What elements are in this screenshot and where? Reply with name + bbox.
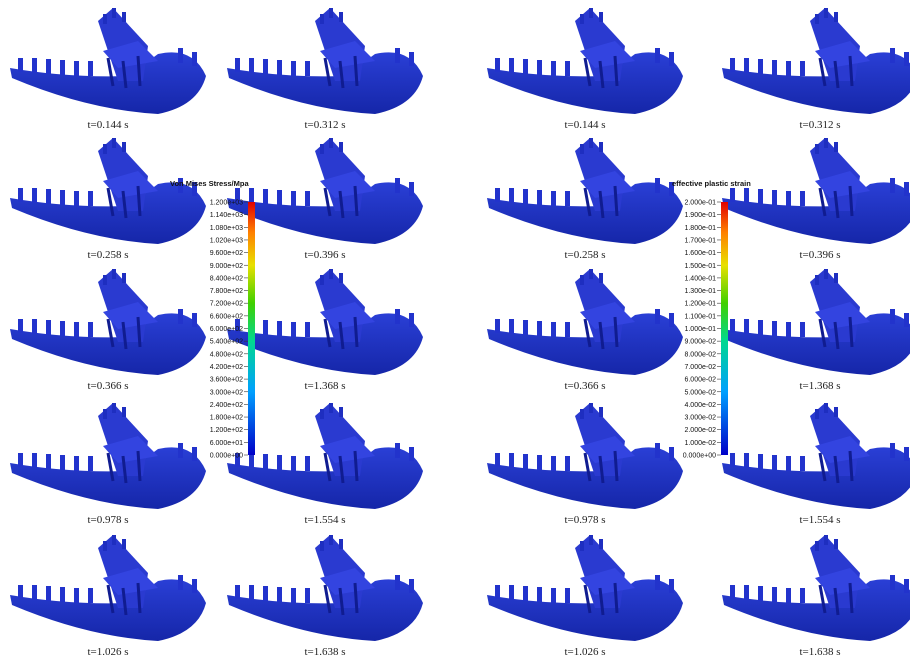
legend-tick-label: 1.800e-01 — [684, 225, 716, 232]
time-label: t=1.368 s — [799, 380, 840, 392]
time-label: t=0.396 s — [799, 249, 840, 261]
legend-tick-label: 1.080e+03 — [210, 225, 243, 232]
time-label: t=0.366 s — [564, 380, 605, 392]
legend-tick-label: 1.300e-01 — [684, 288, 716, 295]
figure: t=0.144 s t=0.258 s t=0.366 s t=0.978 s t=1.… — [0, 0, 910, 661]
time-label: t=0.978 s — [87, 514, 128, 526]
legend-title: Von Mises Stress/Mpa — [170, 179, 249, 188]
legend-tick-label: 1.140e+03 — [210, 212, 243, 219]
legend-tick-label: 0.000e+00 — [210, 453, 243, 460]
legend-tick-label: 2.400e+02 — [210, 402, 243, 409]
legend-tick-label: 1.020e+03 — [210, 237, 243, 244]
legend-tick-label: 4.000e-02 — [684, 402, 716, 409]
time-label: t=0.396 s — [304, 249, 345, 261]
legend-tick-label: 0.000e+00 — [683, 453, 716, 460]
legend-tick-label: 1.200e+02 — [210, 427, 243, 434]
time-label: t=0.312 s — [799, 119, 840, 131]
legend-tick-label: 1.500e-01 — [684, 263, 716, 270]
legend-tick-label: 8.000e-02 — [684, 351, 716, 358]
legend-tick-label: 7.200e+02 — [210, 301, 243, 308]
time-label: t=0.144 s — [564, 119, 605, 131]
time-label: t=1.638 s — [799, 646, 840, 658]
legend-tick-label: 1.000e-02 — [684, 440, 716, 447]
time-label: t=1.554 s — [799, 514, 840, 526]
legend-tick-label: 6.000e+01 — [210, 440, 243, 447]
legend-tick-label: 1.600e-01 — [684, 250, 716, 257]
legend-tick-label: 5.400e+02 — [210, 339, 243, 346]
legend-tick-label: 1.200e-01 — [684, 301, 716, 308]
time-label: t=1.554 s — [304, 514, 345, 526]
legend-tick-label: 1.700e-01 — [684, 237, 716, 244]
color-bar — [721, 202, 728, 455]
legend-tick-label: 9.000e+02 — [210, 263, 243, 270]
time-label: t=0.144 s — [87, 119, 128, 131]
legend-tick-label: 2.000e-02 — [684, 427, 716, 434]
legend-tick-label: 6.600e+02 — [210, 313, 243, 320]
legend-tick-label: 7.000e-02 — [684, 364, 716, 371]
legend-tick-label: 3.000e+02 — [210, 389, 243, 396]
legend-tick-label: 1.200e+03 — [210, 200, 243, 207]
legend-tick-label: 6.000e-02 — [684, 377, 716, 384]
legend-tick-label: 2.000e-01 — [684, 200, 716, 207]
legend-tick-label: 1.400e-01 — [684, 275, 716, 282]
time-label: t=1.026 s — [564, 646, 605, 658]
legend-tick-label: 7.800e+02 — [210, 288, 243, 295]
time-label: t=0.258 s — [87, 249, 128, 261]
time-label: t=0.366 s — [87, 380, 128, 392]
time-label: t=0.978 s — [564, 514, 605, 526]
time-label: t=1.368 s — [304, 380, 345, 392]
legend-title: effective plastic strain — [672, 179, 751, 188]
legend-tick-label: 9.600e+02 — [210, 250, 243, 257]
time-label: t=0.312 s — [304, 119, 345, 131]
time-label: t=1.638 s — [304, 646, 345, 658]
legend-tick-label: 4.200e+02 — [210, 364, 243, 371]
legend-tick-label: 6.000e+02 — [210, 326, 243, 333]
legend-tick-label: 4.800e+02 — [210, 351, 243, 358]
time-label: t=1.026 s — [87, 646, 128, 658]
legend-tick-label: 1.900e-01 — [684, 212, 716, 219]
legend-tick-label: 3.000e-02 — [684, 415, 716, 422]
legend-tick-label: 9.000e-02 — [684, 339, 716, 346]
time-label: t=0.258 s — [564, 249, 605, 261]
color-bar — [248, 202, 255, 455]
legend-tick-label: 3.600e+02 — [210, 377, 243, 384]
legend-tick-label: 1.000e-01 — [684, 326, 716, 333]
legend-tick-label: 8.400e+02 — [210, 275, 243, 282]
legend-tick-label: 5.000e-02 — [684, 389, 716, 396]
legend-tick-label: 1.800e+02 — [210, 415, 243, 422]
legend-tick-label: 1.100e-01 — [684, 313, 716, 320]
